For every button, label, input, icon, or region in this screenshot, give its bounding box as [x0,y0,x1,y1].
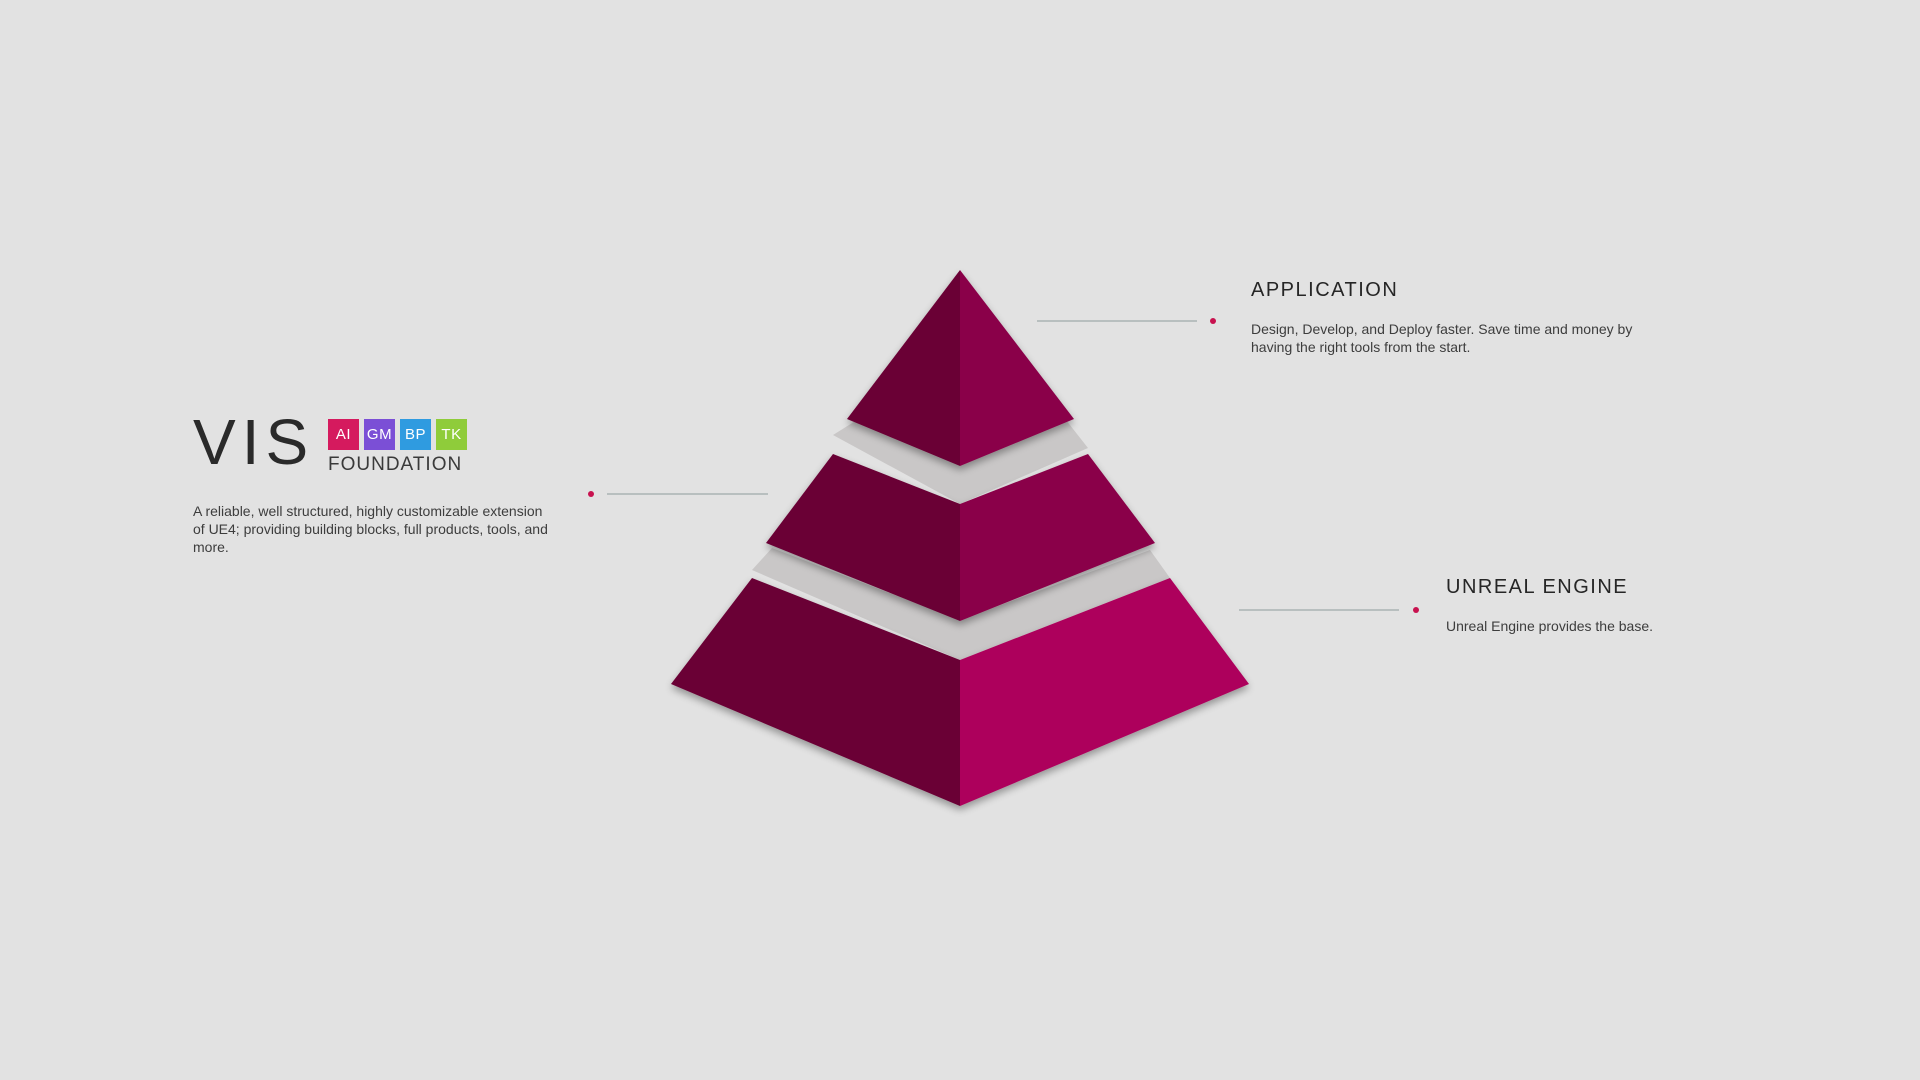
logo-tile-ai: AI [328,419,359,450]
unreal-engine-title: UNREAL ENGINE [1446,576,1629,598]
connector-dot [588,491,594,497]
connector-dot [1210,318,1216,324]
connector-unreal-engine [1239,607,1419,613]
logo-tile-tk: TK [436,419,467,450]
logo-subtitle: FOUNDATION [328,454,463,475]
vis-foundation-logo: VIS AI GM BP TK FOUNDATION [193,410,493,475]
unreal-engine-description: Unreal Engine provides the base. [1446,618,1654,634]
pyramid-tier-top [847,270,1074,466]
tile-label: BP [404,426,426,443]
logo-tile-bp: BP [400,419,431,450]
top-tier-right-face [960,270,1074,466]
tile-label: AI [335,426,352,443]
application-title: APPLICATION [1251,279,1399,301]
middle-tier-right-face [960,454,1155,621]
lower-ledge [752,548,1170,660]
upper-ledge [833,420,1088,504]
connector-foundation [588,491,768,497]
connector-application [1037,318,1216,324]
top-tier-left-face [847,270,960,466]
application-description: Design, Develop, and Deploy faster. Save… [1251,321,1633,355]
base-tier-left-face [671,578,960,806]
connector-dot [1413,607,1419,613]
base-tier-right-face [960,578,1249,806]
logo-tiles: AI GM BP TK [328,419,467,450]
pyramid-tier-middle [766,454,1155,621]
tile-label: GM [366,426,393,443]
middle-tier-left-face [766,454,960,621]
logo-tile-gm: GM [364,419,395,450]
foundation-description: A reliable, well structured, highly cust… [193,503,548,555]
logo-wordmark: VIS [193,406,315,478]
tile-label: TK [441,426,462,443]
pyramid-tier-base [671,578,1249,806]
